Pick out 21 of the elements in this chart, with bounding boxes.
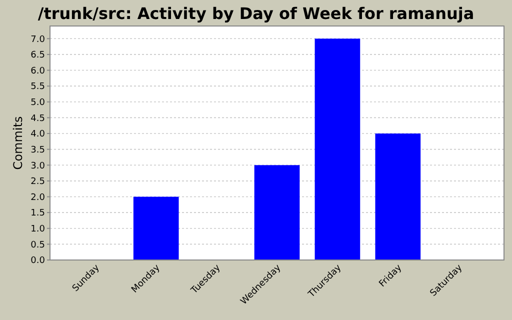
bar: [314, 38, 360, 260]
y-tick-label: 3.0: [30, 161, 46, 172]
y-tick-label: 7.0: [30, 34, 46, 45]
y-tick-label: 1.5: [30, 208, 45, 219]
y-tick-label: 4.5: [30, 114, 45, 124]
bar: [133, 196, 179, 260]
y-tick-label: 1.0: [30, 224, 46, 235]
y-tick-label: 5.5: [30, 82, 45, 92]
y-tick-label: 2.5: [30, 177, 45, 188]
y-tick-label: 2.0: [30, 192, 46, 203]
y-tick-label: 3.5: [30, 145, 45, 156]
bar: [254, 165, 300, 260]
y-tick-label: 6.0: [30, 66, 46, 76]
chart-title: /trunk/src: Activity by Day of Week for ramanuja: [38, 4, 474, 23]
y-tick-label: 5.0: [30, 98, 46, 108]
y-tick-label: 0.5: [30, 240, 45, 250]
y-tick-label: 4.0: [30, 130, 46, 140]
bar: [375, 134, 421, 260]
y-tick-label: 0.0: [30, 256, 46, 266]
y-axis-title: Commits: [11, 116, 25, 170]
y-tick-label: 6.5: [30, 50, 45, 61]
